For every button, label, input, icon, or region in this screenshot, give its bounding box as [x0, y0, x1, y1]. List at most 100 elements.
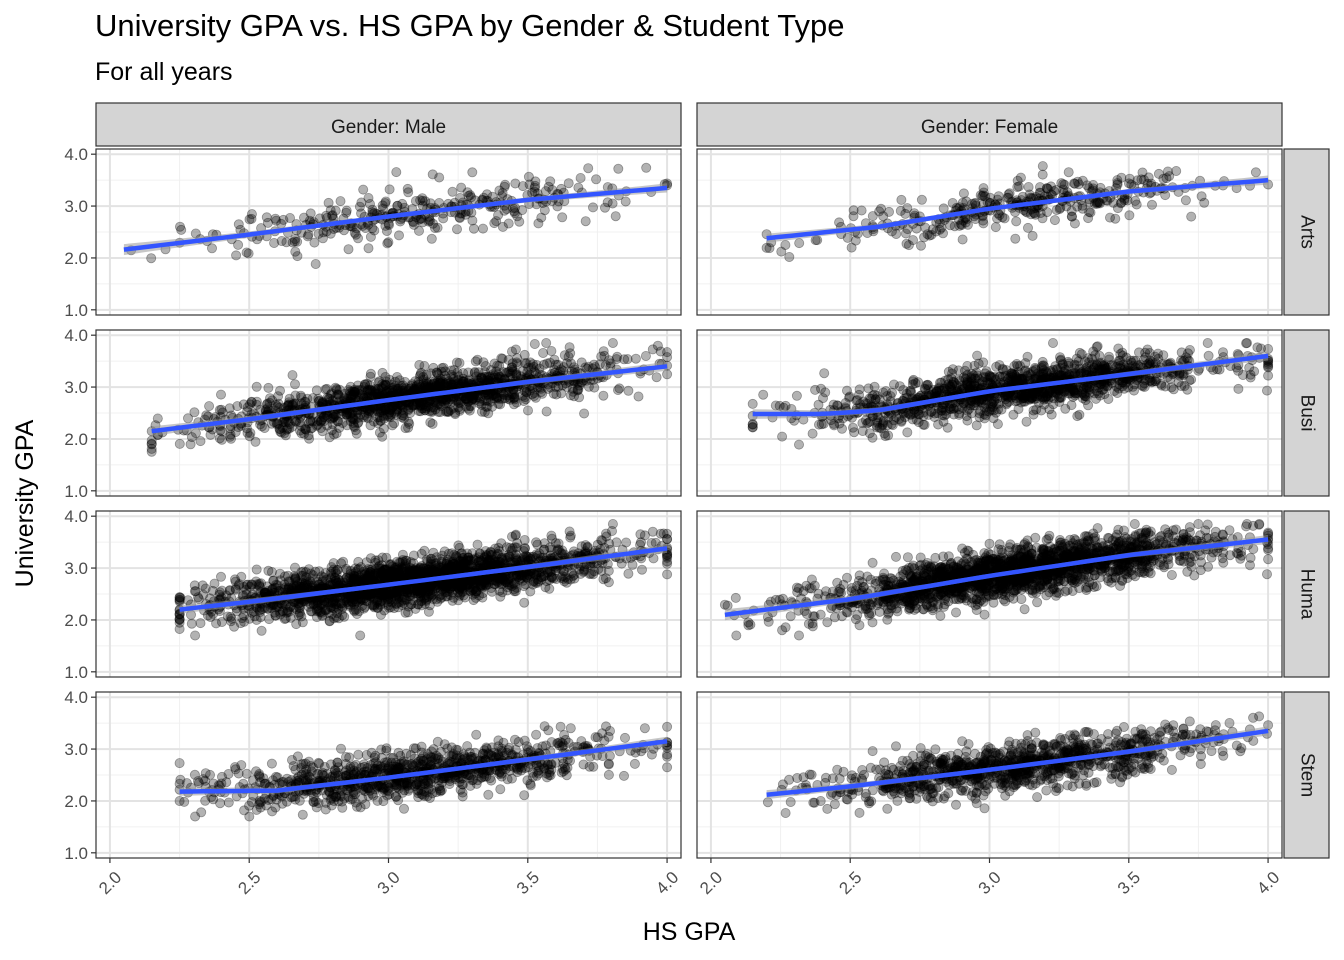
data-point: [1250, 167, 1261, 178]
data-point: [545, 176, 556, 187]
data-point: [338, 225, 349, 236]
data-point: [497, 187, 508, 198]
data-point: [856, 205, 867, 216]
data-point: [510, 344, 521, 355]
data-point: [289, 236, 300, 247]
data-point: [1103, 393, 1114, 404]
data-point: [761, 242, 772, 253]
data-point: [1060, 364, 1071, 375]
data-point: [814, 419, 825, 430]
data-point: [919, 232, 930, 243]
data-point: [1140, 352, 1151, 363]
data-point: [417, 217, 428, 228]
data-point: [842, 232, 853, 243]
data-point: [1079, 365, 1090, 376]
data-point: [623, 385, 634, 396]
data-point: [1010, 233, 1021, 244]
data-point: [365, 368, 376, 379]
data-point: [1072, 411, 1083, 422]
data-point: [909, 208, 920, 219]
data-point: [489, 218, 500, 229]
data-point: [630, 353, 641, 364]
data-point: [425, 198, 436, 209]
data-point: [278, 214, 289, 225]
data-point: [1160, 381, 1171, 392]
data-point: [523, 171, 534, 182]
data-point: [1186, 374, 1197, 385]
data-point: [243, 248, 254, 259]
data-point: [902, 427, 913, 438]
data-point: [747, 398, 758, 409]
data-point: [1203, 350, 1214, 361]
data-point: [383, 237, 394, 248]
data-point: [432, 222, 443, 233]
data-point: [1083, 400, 1094, 411]
data-point: [455, 403, 466, 414]
data-point: [296, 428, 307, 439]
data-point: [908, 235, 919, 246]
data-point: [1012, 395, 1023, 406]
facet-panel-busi-female: [696, 329, 1283, 497]
data-point: [238, 399, 249, 410]
data-point: [508, 393, 519, 404]
data-point: [907, 414, 918, 425]
data-point: [352, 233, 363, 244]
data-point: [1218, 347, 1229, 358]
data-point: [942, 422, 953, 433]
data-point: [256, 625, 267, 636]
data-point: [343, 244, 354, 255]
data-point: [381, 225, 392, 236]
data-point: [1058, 187, 1069, 198]
data-point: [182, 413, 193, 424]
data-point: [889, 379, 900, 390]
data-point: [613, 163, 624, 174]
data-point: [1008, 409, 1019, 420]
data-point: [1012, 175, 1023, 186]
data-point: [1263, 361, 1274, 372]
data-point: [415, 195, 426, 206]
data-point: [152, 413, 163, 424]
data-point: [356, 197, 367, 208]
data-point: [370, 383, 381, 394]
data-point: [880, 386, 891, 397]
data-point: [454, 192, 465, 203]
data-point: [339, 393, 350, 404]
data-point: [596, 351, 607, 362]
data-point: [813, 399, 824, 410]
data-point: [860, 415, 871, 426]
data-point: [943, 366, 954, 377]
data-point: [1184, 344, 1195, 355]
data-point: [916, 194, 927, 205]
data-point: [341, 205, 352, 216]
data-point: [1102, 195, 1113, 206]
chart-title: University GPA vs. HS GPA by Gender & St…: [95, 8, 845, 43]
data-point: [900, 208, 911, 219]
data-point: [361, 411, 372, 422]
data-point: [633, 391, 644, 402]
data-point: [1127, 361, 1138, 372]
data-point: [363, 243, 374, 254]
data-point: [426, 233, 437, 244]
data-point: [263, 382, 274, 393]
data-point: [1049, 215, 1060, 226]
data-point: [988, 413, 999, 424]
data-point: [1241, 338, 1252, 349]
data-point: [565, 390, 576, 401]
data-point: [303, 229, 314, 240]
data-point: [281, 424, 292, 435]
data-point: [534, 382, 545, 393]
data-point: [1060, 403, 1071, 414]
data-point: [313, 396, 324, 407]
data-point: [807, 428, 818, 439]
data-point: [402, 183, 413, 194]
data-point: [321, 210, 332, 221]
data-point: [935, 377, 946, 388]
data-point: [350, 229, 361, 240]
data-point: [777, 431, 788, 442]
data-point: [1180, 195, 1191, 206]
data-point: [377, 203, 388, 214]
data-point: [507, 358, 518, 369]
data-point: [978, 183, 989, 194]
data-point: [1098, 364, 1109, 375]
data-point: [867, 432, 878, 443]
